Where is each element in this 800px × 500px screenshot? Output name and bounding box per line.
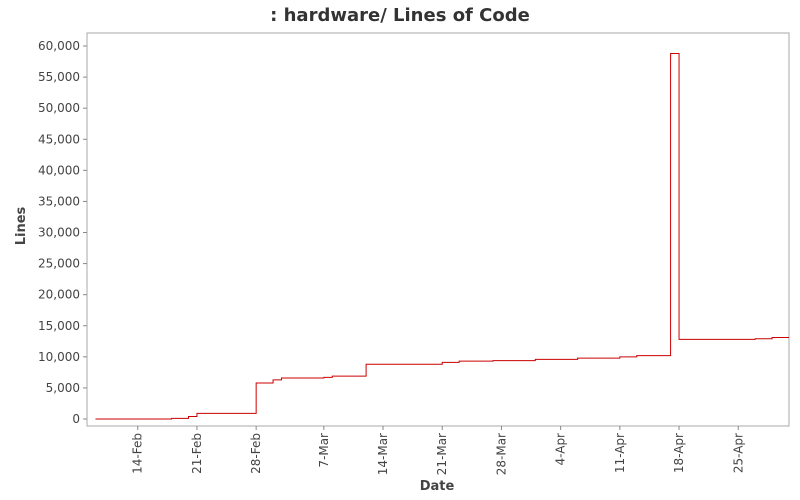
- y-tick-label: 60,000: [38, 39, 80, 53]
- x-tick-label: 18-Apr: [672, 433, 686, 473]
- series-line: [95, 52, 789, 420]
- x-tick-label: 21-Mar: [435, 433, 449, 475]
- x-axis-label: Date: [420, 479, 455, 494]
- x-tick-label: 28-Mar: [494, 433, 508, 475]
- series-group: [95, 52, 789, 420]
- x-tick-label: 14-Feb: [131, 433, 145, 474]
- x-tick-label: 21-Feb: [190, 433, 204, 474]
- x-tick-label: 28-Feb: [249, 433, 263, 474]
- y-tick-label: 25,000: [38, 257, 80, 271]
- x-tick-label: 11-Apr: [613, 433, 627, 473]
- y-tick-label: 0: [72, 412, 80, 426]
- y-tick-label: 35,000: [38, 194, 80, 208]
- plot-area: [86, 32, 790, 427]
- x-axis: 14-Feb 21-Feb 28-Feb 7-Mar 14-Mar 21-Mar 28-Ma…: [131, 426, 745, 475]
- y-axis-label: Lines: [14, 206, 29, 245]
- y-tick-label: 15,000: [38, 319, 80, 333]
- x-tick-label: 14-Mar: [376, 433, 390, 475]
- chart-title: : hardware/ Lines of Code: [270, 5, 530, 26]
- y-tick-label: 20,000: [38, 288, 80, 302]
- y-axis: 0 5,000 10,000 15,000 20,000 25,000 30,000 35,0…: [38, 39, 87, 426]
- x-tick-label: 7-Mar: [317, 433, 331, 468]
- x-tick-label: 25-Apr: [731, 433, 745, 473]
- y-tick-label: 10,000: [38, 350, 80, 364]
- y-tick-label: 50,000: [38, 101, 80, 115]
- y-tick-label: 55,000: [38, 70, 80, 84]
- y-tick-label: 40,000: [38, 163, 80, 177]
- y-tick-label: 30,000: [38, 226, 80, 240]
- x-tick-label: 4-Apr: [554, 433, 568, 466]
- y-tick-label: 45,000: [38, 132, 80, 146]
- y-tick-label: 5,000: [46, 381, 80, 395]
